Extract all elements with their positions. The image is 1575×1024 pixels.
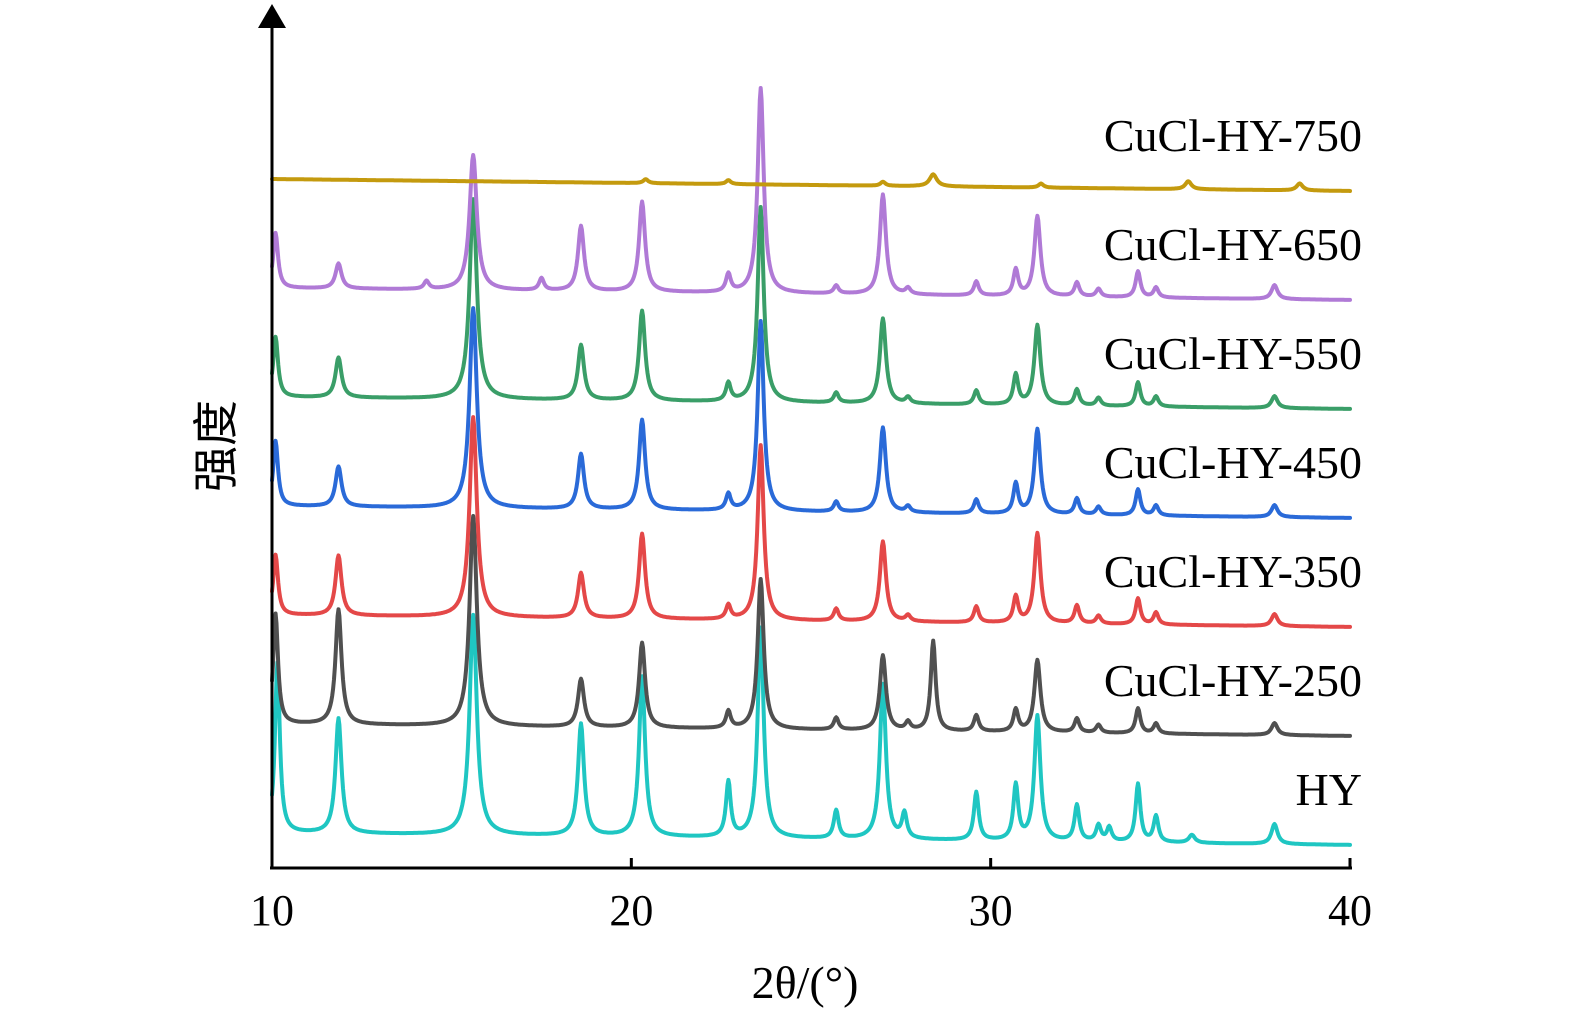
series-line-cucl-hy-250 (270, 514, 1352, 738)
axes: 10 20 30 40 (250, 4, 1372, 935)
series-line-hy (270, 612, 1352, 847)
x-tick-label: 30 (969, 886, 1013, 935)
series-label-cucl-hy-750: CuCl-HY-750 (1104, 110, 1362, 161)
x-tick-label: 40 (1328, 886, 1372, 935)
plot-area: HY CuCl-HY-250 CuCl-HY-350 CuCl-HY-450 CuCl-… (270, 86, 1362, 847)
y-axis-title: 强度 (191, 400, 242, 492)
x-axis-title: 2θ/(°) (752, 957, 859, 1008)
series-labels: HY CuCl-HY-250 CuCl-HY-350 CuCl-HY-450 CuCl-… (1104, 110, 1362, 815)
series-line-cucl-hy-350 (270, 415, 1352, 629)
x-tick-label: 10 (250, 886, 294, 935)
series-line-cucl-hy-650 (270, 86, 1352, 302)
series-line-cucl-hy-550 (270, 197, 1352, 411)
series-line-cucl-hy-450 (270, 306, 1352, 520)
x-tick-label: 20 (609, 886, 653, 935)
y-axis-arrow (258, 4, 286, 28)
series-label-hy: HY (1296, 764, 1362, 815)
series-lines (270, 86, 1352, 847)
series-label-cucl-hy-350: CuCl-HY-350 (1104, 546, 1362, 597)
x-ticks: 10 20 30 40 (250, 858, 1372, 935)
series-line-cucl-hy-750 (270, 172, 1352, 193)
series-label-cucl-hy-550: CuCl-HY-550 (1104, 328, 1362, 379)
series-label-cucl-hy-250: CuCl-HY-250 (1104, 655, 1362, 706)
series-label-cucl-hy-650: CuCl-HY-650 (1104, 219, 1362, 270)
series-label-cucl-hy-450: CuCl-HY-450 (1104, 437, 1362, 488)
